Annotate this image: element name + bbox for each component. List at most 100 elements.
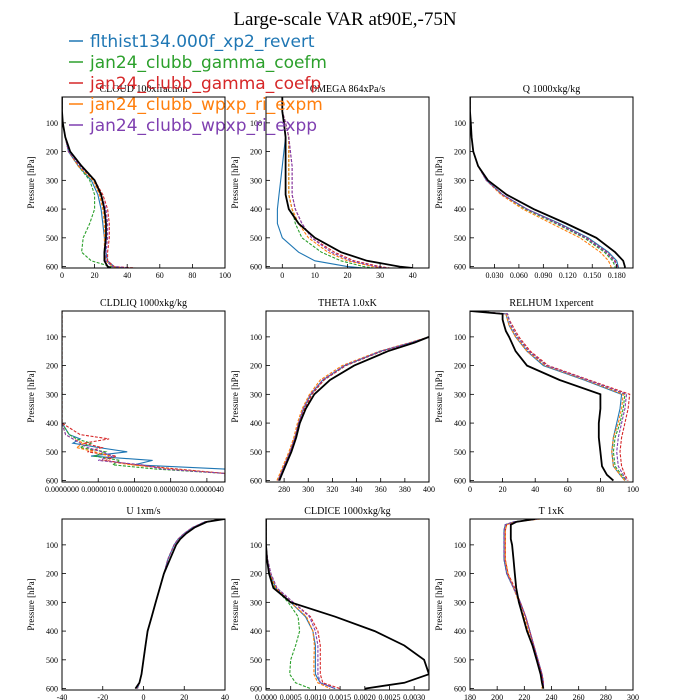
y-tick-label: 600 (250, 477, 262, 486)
legend-label: jan24_clubb_wpxp_ri_expm (89, 95, 323, 115)
y-tick-label: 200 (250, 570, 262, 579)
plot-frame (469, 310, 634, 483)
series-line-control (470, 97, 626, 268)
panel-3: Q 1000xkg/kg Pressure [hPa] 0.030 0.060 0.09… (434, 84, 634, 280)
series-group (503, 519, 545, 689)
x-tick-label: 0.0000010 (81, 485, 115, 494)
x-tick-label: 280 (278, 485, 290, 494)
panel-title: THETA 1.0xK (318, 298, 377, 309)
panel-title: CLDICE 1000xkg/kg (304, 506, 390, 517)
series-line-control (281, 97, 413, 268)
x-tick-label: 0 (142, 693, 146, 700)
x-tick-label: 100 (627, 485, 639, 494)
x-tick-label: 240 (546, 693, 558, 700)
plot-frame (469, 96, 634, 269)
x-tick-label: 60 (564, 485, 572, 494)
y-tick-label: 500 (250, 234, 262, 243)
series-group (470, 97, 626, 268)
panel-title: U 1xm/s (126, 506, 160, 517)
series-group (134, 519, 225, 690)
y-tick-label: 400 (46, 419, 58, 428)
x-tick-label: 0.030 (485, 271, 503, 280)
y-tick-label: 600 (454, 263, 466, 272)
panel-title: Q 1000xkg/kg (523, 84, 581, 95)
y-tick-label: 400 (454, 627, 466, 636)
x-tick-label: 0.0025 (378, 693, 400, 700)
y-tick-label: 100 (454, 119, 466, 128)
panel-grid: CLOUD 100xfraction Pressure [hPa] 0 20 40 60 8… (26, 84, 639, 700)
y-axis-label: Pressure [hPa] (230, 156, 240, 208)
legend-entry-4: jan24_clubb_wpxp_ri_expm (69, 95, 323, 115)
x-tick-label: 20 (180, 693, 188, 700)
x-tick-label: 80 (188, 271, 196, 280)
series-group (62, 311, 225, 482)
x-tick-label: 0.150 (583, 271, 601, 280)
y-tick-label: 100 (46, 333, 58, 342)
x-tick-label: 0.0020 (354, 693, 376, 700)
x-tick-label: 0.0030 (403, 693, 425, 700)
y-tick-label: 500 (454, 656, 466, 665)
y-tick-label: 400 (250, 205, 262, 214)
y-tick-label: 300 (454, 176, 466, 185)
x-tick-label: 220 (518, 693, 530, 700)
panel-6: RELHUM 1xpercent Pressure [hPa] 0 20 40 60 80 1… (434, 298, 639, 494)
series-line-jan24_clubb_wpxp_ri_expm (504, 519, 543, 689)
series-line-jan24_clubb_gamma_coefp (62, 311, 225, 482)
series-line-jan24_clubb_wpxp_ri_expm (62, 311, 225, 482)
panel-title: CLDLIQ 1000xkg/kg (100, 298, 187, 309)
panel-title: CLOUD 100xfraction (99, 84, 187, 95)
y-tick-label: 600 (454, 685, 466, 694)
series-line-jan24_clubb_wpxp_ri_expp (136, 519, 225, 689)
y-tick-label: 200 (454, 570, 466, 579)
y-tick-label: 300 (454, 390, 466, 399)
series-line-jan24_clubb_gamma_coefp (266, 519, 341, 690)
y-tick-label: 300 (250, 176, 262, 185)
x-tick-label: 20 (499, 485, 507, 494)
x-tick-label: 0 (468, 485, 472, 494)
x-tick-label: -40 (57, 693, 68, 700)
series-line-jan24_clubb_gamma_coefm (62, 97, 124, 268)
series-line-jan24_clubb_gamma_coefm (277, 336, 429, 481)
series-line-control (470, 311, 614, 482)
y-tick-label: 500 (454, 448, 466, 457)
x-tick-label: 260 (573, 693, 585, 700)
x-tick-label: 360 (375, 485, 387, 494)
series-line-jan24_clubb_wpxp_ri_expm (136, 519, 225, 689)
y-tick-label: 600 (250, 263, 262, 272)
series-line-jan24_clubb_gamma_coefm (266, 519, 311, 690)
y-tick-label: 100 (454, 541, 466, 550)
legend-entry-2: jan24_clubb_gamma_coefm (69, 53, 327, 73)
y-axis-label: Pressure [hPa] (434, 578, 444, 630)
x-tick-label: 0.0005 (280, 693, 302, 700)
y-axis-label: Pressure [hPa] (434, 370, 444, 422)
y-tick-label: 500 (250, 448, 262, 457)
x-tick-label: 0.090 (534, 271, 552, 280)
y-tick-label: 400 (454, 419, 466, 428)
y-tick-label: 400 (250, 419, 262, 428)
legend-entry-1: flthist134.000f_xp2_revert (69, 32, 315, 52)
legend: flthist134.000f_xp2_revertjan24_clubb_ga… (69, 32, 327, 136)
y-tick-label: 200 (46, 362, 58, 371)
y-tick-label: 600 (46, 263, 58, 272)
x-tick-label: 0.0000030 (154, 485, 188, 494)
series-line-jan24_clubb_wpxp_ri_expm (470, 97, 612, 268)
y-tick-label: 500 (46, 656, 58, 665)
series-line-control (134, 519, 225, 690)
plot-frame (469, 518, 634, 691)
x-tick-label: 40 (409, 271, 417, 280)
x-tick-label: 300 (627, 693, 639, 700)
x-tick-label: 0.0000000 (45, 485, 79, 494)
series-line-jan24_clubb_wpxp_ri_expm (470, 311, 626, 481)
series-line-control (509, 519, 545, 689)
y-axis-label: Pressure [hPa] (26, 156, 36, 208)
series-group (276, 336, 429, 481)
legend-entry-3: jan24_clubb_gamma_coefp (69, 74, 321, 94)
series-line-jan24_clubb_gamma_coefp (470, 311, 631, 481)
x-tick-label: 0.180 (608, 271, 626, 280)
panel-7: U 1xm/s Pressure [hPa] -40 -20 0 20 40 100 200 30… (26, 506, 229, 700)
series-group (266, 519, 429, 690)
plot-frame (265, 310, 430, 483)
x-tick-label: 60 (156, 271, 164, 280)
